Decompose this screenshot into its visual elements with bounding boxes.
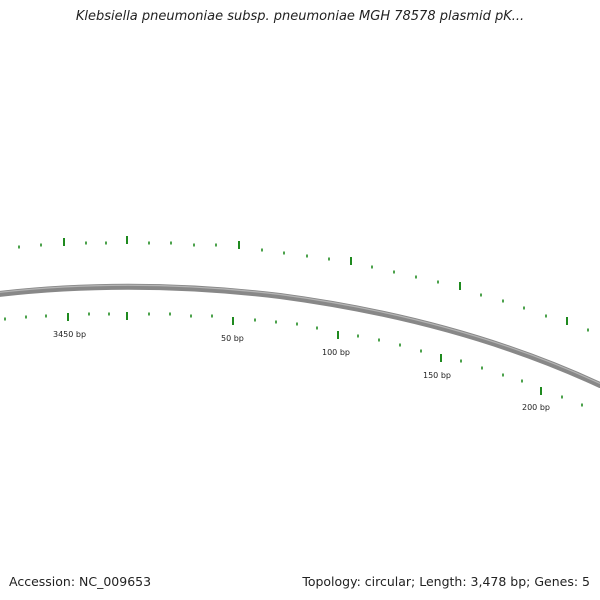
plasmid-backbone bbox=[0, 283, 600, 388]
scale-label: 50 bp bbox=[221, 334, 244, 343]
plasmid-title: Klebsiella pneumoniae subsp. pneumoniae … bbox=[75, 9, 525, 24]
scale-label: 150 bp bbox=[423, 371, 451, 380]
plasmid-backbone-highlight bbox=[0, 284, 600, 385]
scale-label: 100 bp bbox=[322, 348, 350, 357]
accession-text: Accession: NC_009653 bbox=[9, 574, 152, 589]
scale-label: 3450 bp bbox=[53, 330, 86, 339]
summary-text: Topology: circular; Length: 3,478 bp; Ge… bbox=[302, 574, 590, 589]
scale-label: 200 bp bbox=[522, 403, 550, 412]
tick-marks bbox=[4, 236, 589, 407]
